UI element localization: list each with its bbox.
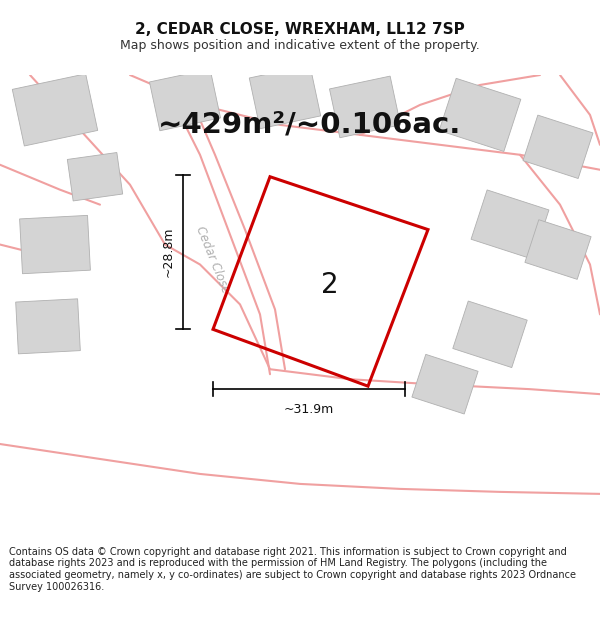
Polygon shape <box>471 190 549 259</box>
Text: Map shows position and indicative extent of the property.: Map shows position and indicative extent… <box>120 39 480 52</box>
Polygon shape <box>412 354 478 414</box>
Text: 2: 2 <box>321 271 338 299</box>
Text: ~429m²/~0.106ac.: ~429m²/~0.106ac. <box>158 111 461 139</box>
Text: ~28.8m: ~28.8m <box>161 227 175 278</box>
Polygon shape <box>149 69 221 131</box>
Polygon shape <box>12 74 98 146</box>
Polygon shape <box>16 299 80 354</box>
Polygon shape <box>249 65 321 129</box>
Polygon shape <box>20 216 91 274</box>
Text: 2, CEDAR CLOSE, WREXHAM, LL12 7SP: 2, CEDAR CLOSE, WREXHAM, LL12 7SP <box>135 22 465 37</box>
Polygon shape <box>453 301 527 368</box>
Polygon shape <box>67 152 122 201</box>
Polygon shape <box>525 220 591 279</box>
Polygon shape <box>523 115 593 179</box>
Polygon shape <box>329 76 401 138</box>
Polygon shape <box>439 78 521 151</box>
Text: ~31.9m: ~31.9m <box>284 403 334 416</box>
Text: Contains OS data © Crown copyright and database right 2021. This information is : Contains OS data © Crown copyright and d… <box>9 547 576 592</box>
Text: Cedar Close: Cedar Close <box>194 224 232 295</box>
